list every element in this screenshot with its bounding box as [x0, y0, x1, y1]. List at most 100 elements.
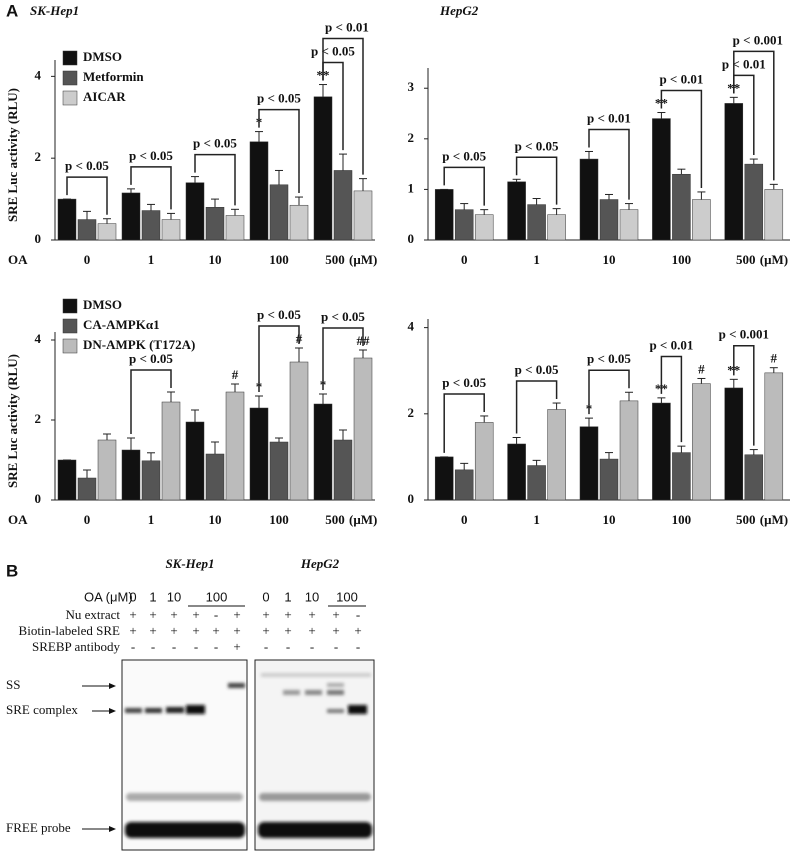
- legend-label: AICAR: [83, 89, 126, 104]
- significance-mark: #: [232, 367, 239, 382]
- lane-sign: +: [354, 623, 361, 638]
- y-tick-label: 0: [408, 231, 415, 246]
- y-axis-label: SRE Luc activity (RLU): [5, 354, 20, 488]
- y-tick-label: 2: [35, 149, 42, 164]
- lane-sign: +: [262, 623, 269, 638]
- lane-sign: +: [192, 623, 199, 638]
- significance-label: p < 0.01: [722, 56, 766, 71]
- lane-sign: -: [194, 639, 198, 654]
- bar: [507, 181, 526, 241]
- significance-label: p < 0.05: [257, 91, 301, 106]
- legend-label: Metformin: [83, 69, 144, 84]
- oa-lane-label: 1: [149, 589, 156, 604]
- x-tick-label: 10: [209, 252, 222, 267]
- oa-label: OA (μM): [84, 589, 133, 604]
- bar: [744, 454, 764, 501]
- bar: [672, 452, 691, 501]
- significance-bracket: [660, 355, 683, 443]
- panel-label: A: [6, 1, 18, 20]
- gel-left: [121, 659, 248, 851]
- y-tick-label: 4: [408, 319, 415, 334]
- significance-label: p < 0.01: [325, 20, 369, 35]
- lane-sign: +: [308, 623, 315, 638]
- significance-mark: #: [698, 361, 705, 376]
- bar: [205, 207, 225, 241]
- y-tick-label: 1: [408, 180, 415, 195]
- band-arrows: [82, 685, 110, 830]
- significance-label: p < 0.05: [442, 148, 486, 163]
- lane-sign: -: [310, 639, 314, 654]
- lane-sign: +: [129, 607, 136, 622]
- chart-title: SK-Hep1: [30, 3, 79, 18]
- lane-sign: -: [286, 639, 290, 654]
- y-tick-label: 3: [408, 79, 415, 94]
- bar: [249, 407, 269, 501]
- x-tick-label: 0: [84, 252, 91, 267]
- bar: [579, 158, 599, 241]
- legend-swatch: [62, 90, 78, 106]
- bar: [121, 192, 141, 241]
- y-tick-label: 0: [408, 491, 415, 506]
- significance-label: p < 0.01: [659, 72, 703, 87]
- gel-title: SK-Hep1: [165, 556, 214, 571]
- legend-swatch: [62, 318, 78, 334]
- significance-label: p < 0.05: [587, 351, 631, 366]
- significance-bracket: [733, 50, 775, 181]
- bar: [225, 215, 245, 241]
- significance-bracket: [322, 37, 364, 175]
- x-tick-label: 10: [603, 252, 616, 267]
- x-tick-label: 0: [461, 252, 468, 267]
- significance-bracket: [588, 369, 630, 415]
- significance-bracket: [515, 380, 558, 434]
- bar: [454, 469, 474, 501]
- significance-label: p < 0.05: [321, 309, 365, 324]
- bar: [353, 357, 373, 501]
- band-label: FREE probe: [6, 820, 71, 835]
- significance-bracket: [443, 166, 485, 206]
- bar: [474, 214, 494, 241]
- bar: [724, 103, 744, 241]
- bar: [434, 189, 454, 241]
- lane-sign: -: [334, 639, 338, 654]
- lane-sign: +: [170, 607, 177, 622]
- oa-lane-label: 100: [336, 589, 358, 604]
- legend-swatch: [62, 338, 78, 354]
- significance-label: p < 0.05: [442, 375, 486, 390]
- bar: [652, 402, 671, 501]
- bar: [289, 361, 309, 501]
- significance-label: p < 0.05: [257, 307, 301, 322]
- x-tick-label: 100: [269, 512, 289, 527]
- y-tick-label: 2: [35, 411, 42, 426]
- x-tick-label: 100: [672, 512, 692, 527]
- gel-right: [254, 659, 375, 851]
- lane-sign: +: [170, 623, 177, 638]
- lane-sign: +: [233, 639, 240, 654]
- bar: [97, 439, 117, 501]
- bar: [474, 422, 494, 501]
- significance-mark: #: [771, 351, 778, 366]
- legend-swatch: [62, 50, 78, 66]
- y-tick-label: 4: [35, 331, 42, 346]
- y-tick-label: 2: [408, 130, 415, 145]
- bar: [185, 182, 205, 241]
- lane-sign: +: [149, 607, 156, 622]
- bar: [454, 209, 474, 241]
- lane-sign: +: [233, 607, 240, 622]
- lane-sign: -: [172, 639, 176, 654]
- lane-sign: +: [149, 623, 156, 638]
- bar: [205, 453, 225, 501]
- gel-bands: [125, 673, 372, 838]
- x-unit: (μM): [760, 252, 788, 267]
- bar: [579, 426, 599, 501]
- significance-label: p < 0.01: [587, 110, 631, 125]
- significance-bracket: [443, 393, 485, 453]
- row-label: Nu extract: [65, 607, 120, 622]
- legend-swatch: [62, 298, 78, 314]
- significance-label: p < 0.05: [129, 351, 173, 366]
- bar: [77, 219, 97, 241]
- bar: [692, 383, 711, 501]
- band-label: SRE complex: [6, 702, 78, 717]
- bar: [744, 163, 764, 241]
- bar: [333, 170, 353, 241]
- bar: [692, 199, 711, 241]
